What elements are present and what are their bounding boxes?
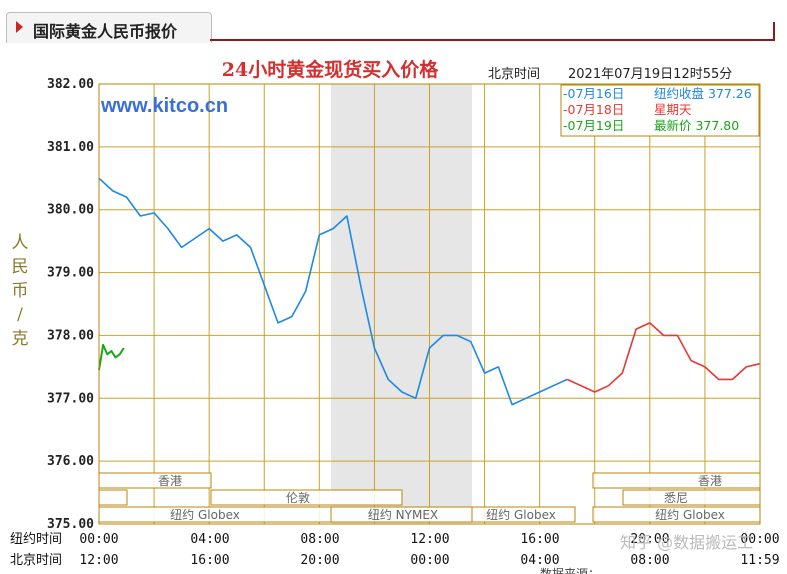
session-band xyxy=(471,506,576,523)
x-tick-label-beijing: 20:00 xyxy=(300,553,339,568)
tab-bar: 国际黄金人民币报价 xyxy=(0,8,787,44)
tab-arrow-icon xyxy=(16,21,23,33)
x-tick-label-newyork: 12:00 xyxy=(410,532,449,547)
watermark-kitco: www.kitco.cn xyxy=(100,95,228,117)
series-lines xyxy=(98,177,761,406)
x-tick-label-beijing: 00:00 xyxy=(410,553,449,568)
y-tick-label: 379.00 xyxy=(47,266,94,281)
legend-date: -07月18日 xyxy=(563,102,624,117)
plot-frame xyxy=(98,83,761,525)
tab-gold-rmb-price[interactable]: 国际黄金人民币报价 xyxy=(6,12,212,43)
x-tick-label-beijing: 04:00 xyxy=(520,553,559,568)
y-axis-label-char: 人 xyxy=(12,233,29,253)
session-label: 香港 xyxy=(158,474,182,488)
series-line-3 xyxy=(98,343,125,371)
session-band xyxy=(592,472,761,489)
session-label: 伦敦 xyxy=(286,490,310,505)
x-tick-label-newyork: 08:00 xyxy=(300,532,339,547)
legend-date: -07月16日 xyxy=(563,86,624,101)
y-axis-ticks: 382.00 381.00 380.00 379.00 378.00 377.00 376.… xyxy=(47,77,94,532)
x-tick-label-beijing: 11:59 xyxy=(740,553,779,568)
x-tick-label-newyork: 00:00 xyxy=(740,532,779,547)
session-band xyxy=(210,489,403,506)
session-band xyxy=(98,472,212,489)
timestamp: 2021年07月19日12时55分 xyxy=(568,67,732,82)
nymex-shade xyxy=(331,84,472,524)
x-tick-label-beijing: 12:00 xyxy=(79,553,118,568)
y-axis-label-char: 民 xyxy=(12,257,29,277)
y-tick-label: 381.00 xyxy=(47,140,94,155)
y-tick-label: 376.00 xyxy=(47,454,94,469)
x-tick-label-newyork: 00:00 xyxy=(79,532,118,547)
y-tick-label: 378.00 xyxy=(47,328,94,343)
tab-underline-edge xyxy=(773,22,775,41)
series-line-2 xyxy=(566,322,761,393)
y-tick-label: 380.00 xyxy=(47,203,94,218)
legend-label: 最新价 377.80 xyxy=(654,118,739,133)
x-row-label-newyork: 纽约时间 xyxy=(10,532,62,547)
legend: -07月16日 纽约收盘 377.26 -07月18日 星期天 -07月19日 最新价 3… xyxy=(563,86,752,133)
session-label: 悉尼 xyxy=(664,491,688,505)
legend-label: 纽约收盘 377.26 xyxy=(654,86,752,101)
legend-date: -07月19日 xyxy=(563,118,624,133)
session-band xyxy=(98,489,128,506)
chart-title: 24小时黄金现货买入价格 xyxy=(222,58,439,81)
session-label: 纽约 NYMEX xyxy=(368,507,438,522)
session-label: 纽约 Globex xyxy=(170,507,240,522)
source-note: 数据来源： xyxy=(540,566,600,574)
credit-watermark: 知乎 @数据搬运工 xyxy=(620,533,753,552)
x-tick-label-newyork: 20:00 xyxy=(630,532,669,547)
y-axis-label-char: 克 xyxy=(12,329,29,349)
series-line-1 xyxy=(98,177,568,406)
tab-underline xyxy=(210,39,773,41)
x-row-label-beijing: 北京时间 xyxy=(10,553,62,568)
timezone-label: 北京时间 xyxy=(488,67,540,82)
y-tick-label: 377.00 xyxy=(47,391,94,406)
tab-title: 国际黄金人民币报价 xyxy=(33,22,178,41)
legend-box xyxy=(560,84,760,137)
x-tick-label-beijing: 08:00 xyxy=(630,553,669,568)
x-tick-label-beijing: 16:00 xyxy=(190,553,229,568)
x-tick-label-newyork: 04:00 xyxy=(190,532,229,547)
y-axis-label-char: 币 xyxy=(12,281,29,301)
y-axis-label-char: / xyxy=(17,305,23,325)
session-label: 纽约 Globex xyxy=(655,507,725,522)
y-tick-label: 382.00 xyxy=(47,77,94,92)
x-axis-ticks: 00:00 04:00 08:00 12:00 16:00 20:00 00:00 12:00… xyxy=(79,532,779,568)
legend-label: 星期天 xyxy=(654,102,692,117)
session-band xyxy=(622,489,761,506)
session-label: 纽约 Globex xyxy=(486,507,556,522)
x-tick-label-newyork: 16:00 xyxy=(520,532,559,547)
y-tick-label: 375.00 xyxy=(47,517,94,532)
y-axis-label: 人民币 / 克 xyxy=(12,233,29,349)
session-label: 香港 xyxy=(698,474,722,488)
